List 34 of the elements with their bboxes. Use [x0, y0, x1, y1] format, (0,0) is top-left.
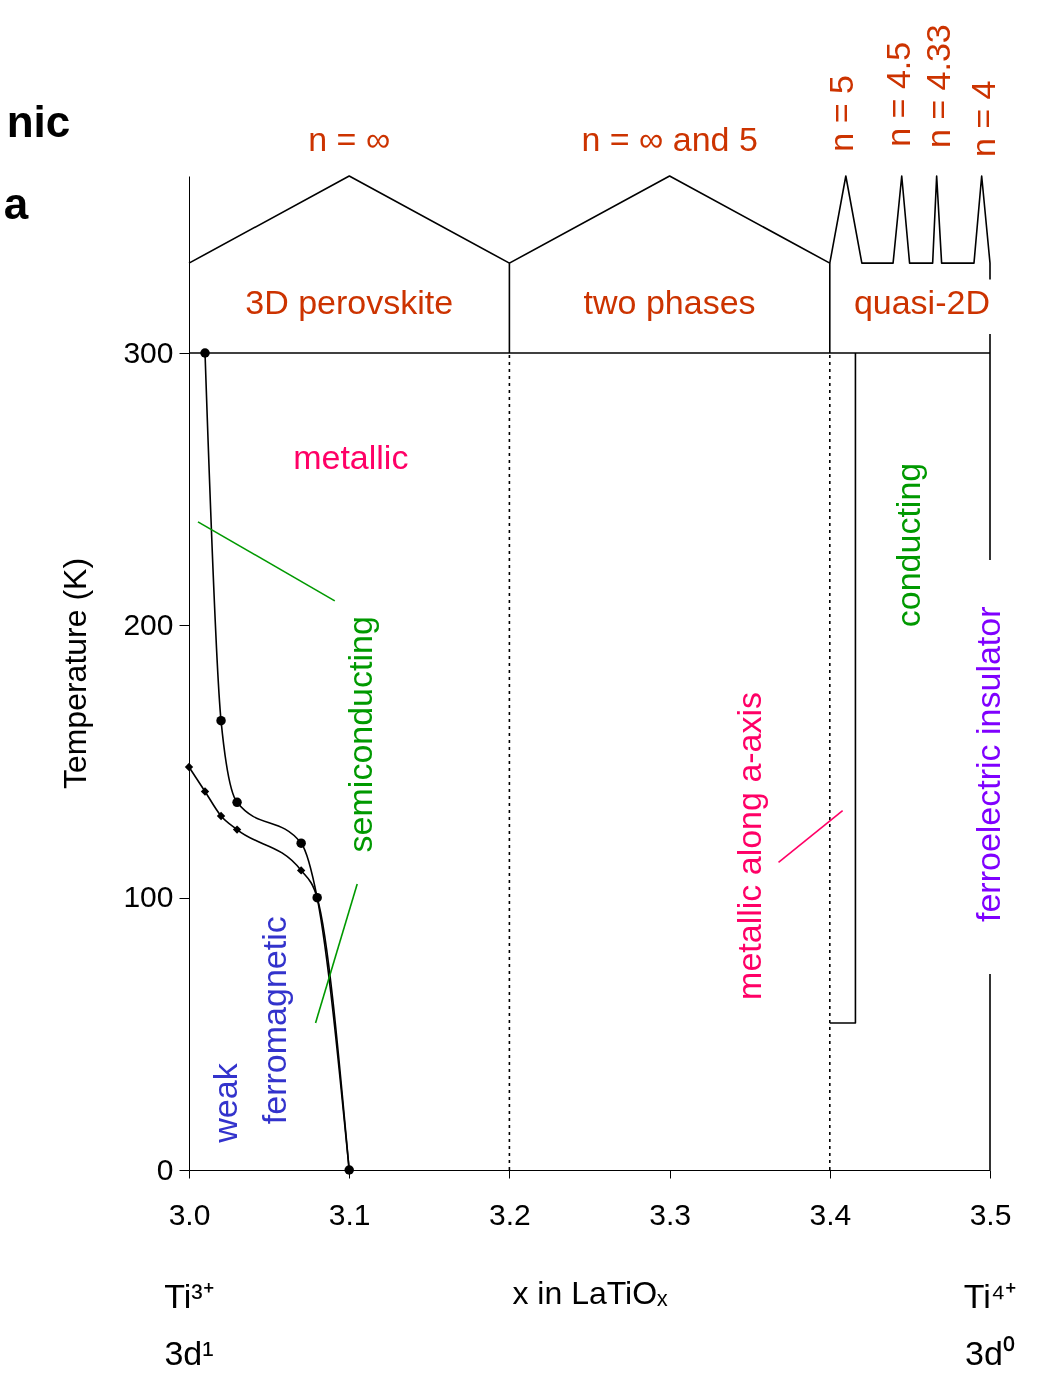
x-tick-label: 3.4	[809, 1197, 852, 1231]
x-tick-label: 3.3	[649, 1197, 691, 1231]
y-tick-label: 300	[123, 335, 174, 369]
text: Ti⁴⁺	[963, 1276, 1017, 1315]
text: n = 4.33	[919, 24, 958, 149]
annotation: two phases	[583, 282, 756, 321]
annotation: metallic along a-axis	[730, 691, 769, 1000]
annotation: 3D perovskite	[245, 282, 454, 321]
annotation: weak	[206, 1062, 245, 1144]
x-tick-label: 3.5	[969, 1197, 1012, 1231]
y-axis-title: Temperature (K)	[57, 557, 94, 790]
x-axis-title: x in LaTiOₓ	[512, 1274, 669, 1311]
text: n = ∞ and 5	[581, 119, 758, 158]
x-tick-label: 3.0	[168, 1197, 211, 1231]
annotation: semiconducting	[341, 616, 380, 853]
text: nic	[6, 97, 71, 147]
y-tick-label: 0	[156, 1152, 174, 1186]
text: n = 4.5	[879, 41, 918, 147]
y-tick-label: 100	[123, 880, 174, 914]
text: 3d⁰	[965, 1334, 1015, 1373]
text: a	[3, 178, 29, 228]
annotation: conducting	[888, 462, 927, 628]
annotation: ferromagnetic	[254, 916, 293, 1125]
text: Ti³⁺	[164, 1276, 214, 1315]
y-tick-label: 200	[123, 607, 174, 641]
text: n = 5	[821, 75, 860, 152]
x-tick-label: 3.2	[489, 1197, 531, 1231]
annotation: metallic	[293, 438, 409, 477]
annotation: quasi-2D	[853, 282, 990, 321]
annotation: ferroelectric insulator	[969, 606, 1007, 923]
text: n = 4	[964, 80, 1003, 158]
x-tick-label: 3.1	[328, 1197, 371, 1231]
text: 3d¹	[164, 1334, 214, 1373]
text: n = ∞	[308, 119, 391, 158]
